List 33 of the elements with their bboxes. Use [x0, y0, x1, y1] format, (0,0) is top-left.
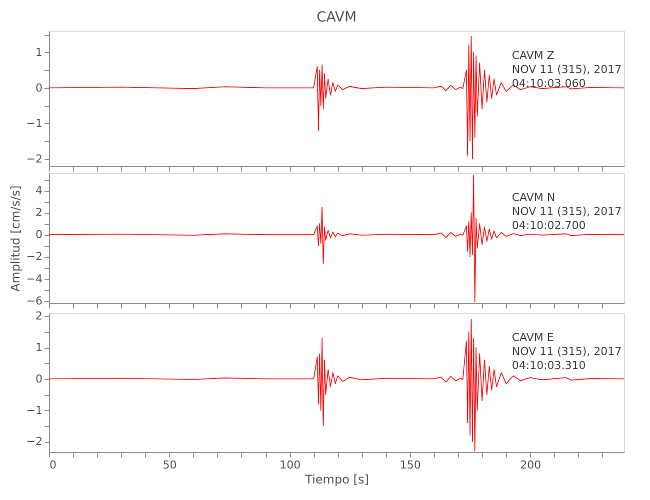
chart-title: CAVM: [316, 10, 357, 26]
y-axis-title: Amplitud [cm/s/s]: [8, 185, 22, 292]
y-tick-label: 1: [36, 341, 42, 354]
annotation: CAVM N: [512, 191, 556, 204]
annotation: NOV 11 (315), 2017: [512, 63, 622, 76]
y-tick-label: −1: [26, 116, 42, 130]
x-tick-label: 100: [280, 458, 301, 472]
y-tick-label: −6: [26, 294, 42, 308]
y-tick-label: 0: [36, 372, 42, 386]
y-tick-label: −2: [26, 152, 42, 166]
annotation: CAVM Z: [512, 49, 555, 62]
annotation: 04:10:03.060: [512, 77, 586, 90]
y-tick-label: 1: [36, 46, 42, 59]
y-tick-label: −2: [26, 435, 42, 448]
x-tick-label: 50: [162, 458, 177, 472]
y-tick-label: 4: [36, 184, 42, 198]
y-tick-label: 2: [36, 310, 42, 323]
y-tick-label: 0: [36, 228, 42, 242]
annotation: NOV 11 (315), 2017: [512, 205, 622, 218]
line-series: [48, 36, 624, 160]
x-tick-label: 200: [520, 458, 542, 472]
x-tick-label: 150: [400, 458, 421, 472]
y-tick-label: −4: [26, 272, 42, 286]
annotation: NOV 11 (315), 2017: [512, 345, 622, 358]
y-tick-label: 0: [36, 81, 42, 94]
annotation: CAVM E: [512, 331, 554, 344]
x-tick-label: 0: [50, 458, 56, 472]
annotation: 04:10:02.700: [512, 219, 586, 232]
x-axis-title: Tiempo [s]: [304, 472, 369, 486]
y-tick-label: 2: [36, 206, 42, 220]
y-tick-label: −2: [26, 250, 42, 264]
annotation: 04:10:03.310: [512, 359, 586, 372]
y-tick-label: −1: [26, 404, 42, 417]
